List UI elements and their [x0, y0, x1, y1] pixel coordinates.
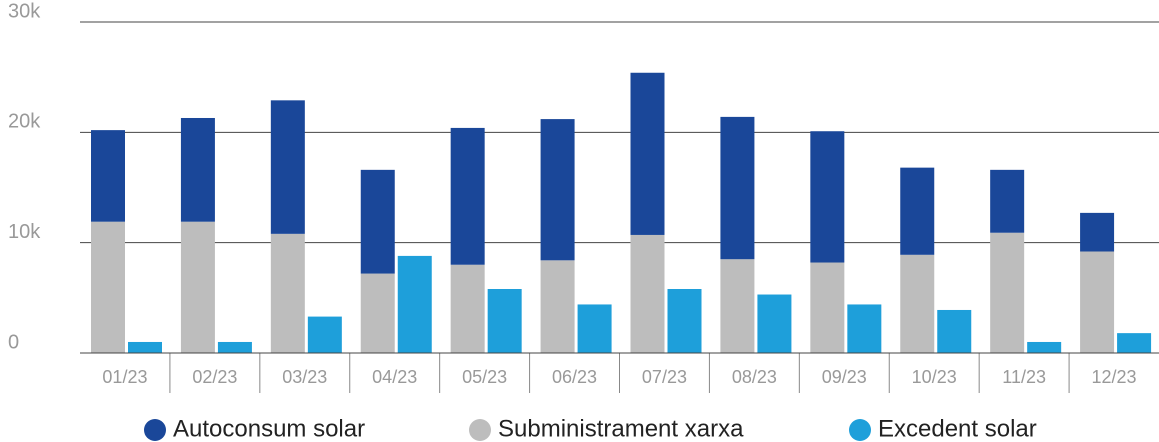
- bar: [487, 289, 522, 353]
- x-tick-label: 09/23: [822, 367, 867, 387]
- bar: [630, 234, 665, 353]
- x-tick-label: 01/23: [102, 367, 147, 387]
- bar: [397, 255, 432, 353]
- y-tick-label: 30k: [8, 0, 41, 22]
- legend-marker: [144, 419, 166, 441]
- bar: [540, 119, 575, 261]
- bar: [307, 316, 342, 353]
- x-tick-label: 05/23: [462, 367, 507, 387]
- bar: [667, 289, 702, 353]
- legend-marker: [849, 419, 871, 441]
- bar: [360, 273, 395, 353]
- legend-label: Autoconsum solar: [173, 415, 365, 442]
- bar: [720, 116, 755, 260]
- legend-marker: [469, 419, 491, 441]
- bar: [360, 169, 395, 274]
- x-tick-label: 08/23: [732, 367, 777, 387]
- bar: [1117, 333, 1152, 353]
- y-tick-label: 10k: [8, 221, 41, 243]
- y-tick-label: 20k: [8, 111, 41, 133]
- y-tick-label: 0: [8, 331, 19, 353]
- bar: [128, 341, 162, 353]
- bar: [810, 131, 845, 263]
- bar: [990, 232, 1025, 353]
- bar: [450, 127, 485, 265]
- bar: [1027, 341, 1062, 353]
- x-tick-label: 07/23: [642, 367, 687, 387]
- bar: [180, 117, 215, 222]
- bar: [630, 72, 665, 235]
- bar: [990, 169, 1025, 233]
- bar: [91, 221, 125, 353]
- bar: [270, 233, 305, 353]
- x-tick-label: 12/23: [1092, 367, 1137, 387]
- bar: [937, 309, 972, 353]
- bar: [450, 264, 485, 353]
- x-tick-label: 10/23: [912, 367, 957, 387]
- bar: [900, 167, 935, 255]
- bar: [900, 254, 935, 353]
- bar: [540, 260, 575, 353]
- bar: [810, 262, 845, 353]
- x-tick-label: 04/23: [372, 367, 417, 387]
- bar: [180, 221, 215, 353]
- bar: [577, 304, 612, 353]
- bar: [720, 259, 755, 353]
- legend-label: Subministrament xarxa: [498, 415, 744, 442]
- bar: [1080, 212, 1115, 252]
- bar: [217, 341, 252, 353]
- bar: [91, 130, 125, 222]
- x-tick-label: 06/23: [552, 367, 597, 387]
- x-tick-label: 02/23: [192, 367, 237, 387]
- bar: [270, 100, 305, 234]
- x-tick-label: 03/23: [282, 367, 327, 387]
- bar: [757, 294, 792, 353]
- bar: [1080, 251, 1115, 353]
- bar: [847, 304, 882, 353]
- legend-label: Excedent solar: [878, 415, 1037, 442]
- x-tick-label: 11/23: [1002, 367, 1046, 387]
